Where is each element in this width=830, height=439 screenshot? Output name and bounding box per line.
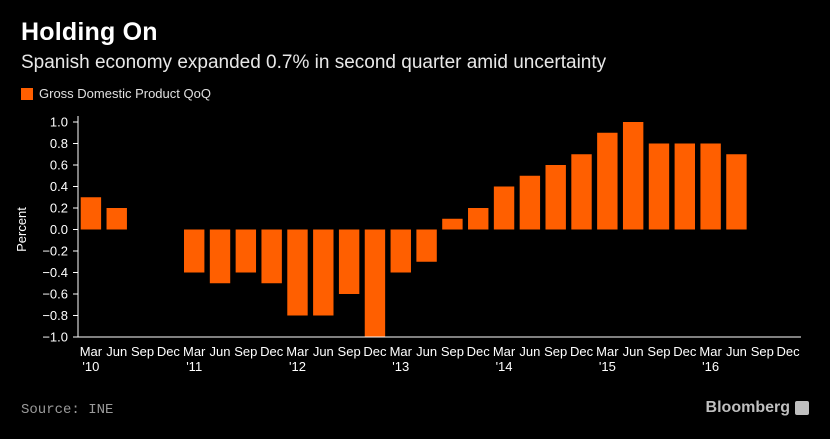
x-year-label: '11 [186, 359, 202, 374]
x-tick-label: Mar [493, 344, 516, 359]
bar [519, 175, 541, 230]
y-tick-label: 0.6 [50, 158, 68, 173]
x-tick-label: Dec [673, 344, 697, 359]
bar [545, 165, 566, 230]
x-tick-label: Jun [623, 344, 644, 359]
y-tick-label: 0.4 [50, 179, 68, 194]
x-tick-label: Mar [390, 344, 413, 359]
y-tick-label: −0.2 [42, 244, 68, 259]
x-year-label: '16 [702, 359, 719, 374]
bar [313, 229, 334, 316]
x-tick-label: Mar [699, 344, 722, 359]
x-tick-label: Sep [544, 344, 567, 359]
x-year-label: '14 [496, 359, 513, 374]
bar [648, 143, 670, 230]
bar [338, 229, 360, 294]
x-tick-label: Dec [260, 344, 284, 359]
bloomberg-logo-icon [795, 401, 809, 415]
y-tick-label: 1.0 [50, 115, 68, 130]
x-year-label: '15 [599, 359, 616, 374]
y-tick-label: 0.0 [50, 222, 68, 237]
legend-swatch [21, 87, 33, 100]
x-year-label: '10 [82, 359, 99, 374]
chart-subtitle: Spanish economy expanded 0.7% in second … [21, 52, 607, 73]
x-tick-label: Sep [441, 344, 464, 359]
x-tick-label: Sep [647, 344, 670, 359]
bar [674, 143, 696, 230]
legend-label: Gross Domestic Product QoQ [39, 86, 211, 101]
y-tick-label: 0.8 [50, 136, 68, 151]
bar [183, 229, 205, 273]
x-tick-label: Dec [570, 344, 594, 359]
legend: Gross Domestic Product QoQ [21, 86, 211, 101]
bar [442, 218, 463, 230]
x-tick-label: Sep [751, 344, 774, 359]
bar [493, 186, 515, 230]
y-tick-label: −1.0 [42, 330, 68, 345]
x-tick-label: Jun [313, 344, 334, 359]
y-axis-title: Percent [14, 207, 29, 252]
x-tick-label: Sep [131, 344, 154, 359]
bar [622, 122, 644, 230]
bar [106, 208, 127, 230]
x-tick-label: Mar [80, 344, 103, 359]
x-tick-label: Jun [210, 344, 231, 359]
x-tick-label: Mar [183, 344, 206, 359]
x-tick-label: Jun [416, 344, 437, 359]
x-year-label: '12 [289, 359, 306, 374]
bar [597, 132, 618, 230]
x-tick-label: Jun [106, 344, 127, 359]
bar [700, 143, 721, 230]
x-tick-label: Jun [519, 344, 540, 359]
bar [468, 208, 489, 230]
x-tick-label: Dec [157, 344, 181, 359]
bar [416, 229, 437, 262]
x-tick-label: Mar [286, 344, 309, 359]
bar [726, 154, 747, 230]
y-tick-label: −0.6 [42, 287, 68, 302]
x-tick-label: Sep [234, 344, 257, 359]
x-tick-label: Dec [467, 344, 491, 359]
chart-title: Holding On [21, 18, 158, 46]
x-tick-label: Sep [338, 344, 361, 359]
x-tick-label: Mar [596, 344, 619, 359]
x-tick-label: Dec [363, 344, 387, 359]
x-tick-label: Jun [726, 344, 747, 359]
bar [390, 229, 411, 273]
x-tick-label: Dec [777, 344, 801, 359]
bar [235, 229, 257, 273]
bar [364, 229, 386, 337]
y-tick-label: −0.8 [42, 308, 68, 323]
y-tick-label: −0.4 [42, 265, 68, 280]
y-tick-label: 0.2 [50, 201, 68, 216]
source-note: Source: INE [21, 402, 114, 418]
bar [287, 229, 308, 316]
x-year-label: '13 [392, 359, 409, 374]
bar [571, 154, 592, 230]
bar [209, 229, 231, 284]
brand-logo-text: Bloomberg [705, 399, 790, 416]
bar [261, 229, 282, 284]
bar [80, 197, 102, 230]
